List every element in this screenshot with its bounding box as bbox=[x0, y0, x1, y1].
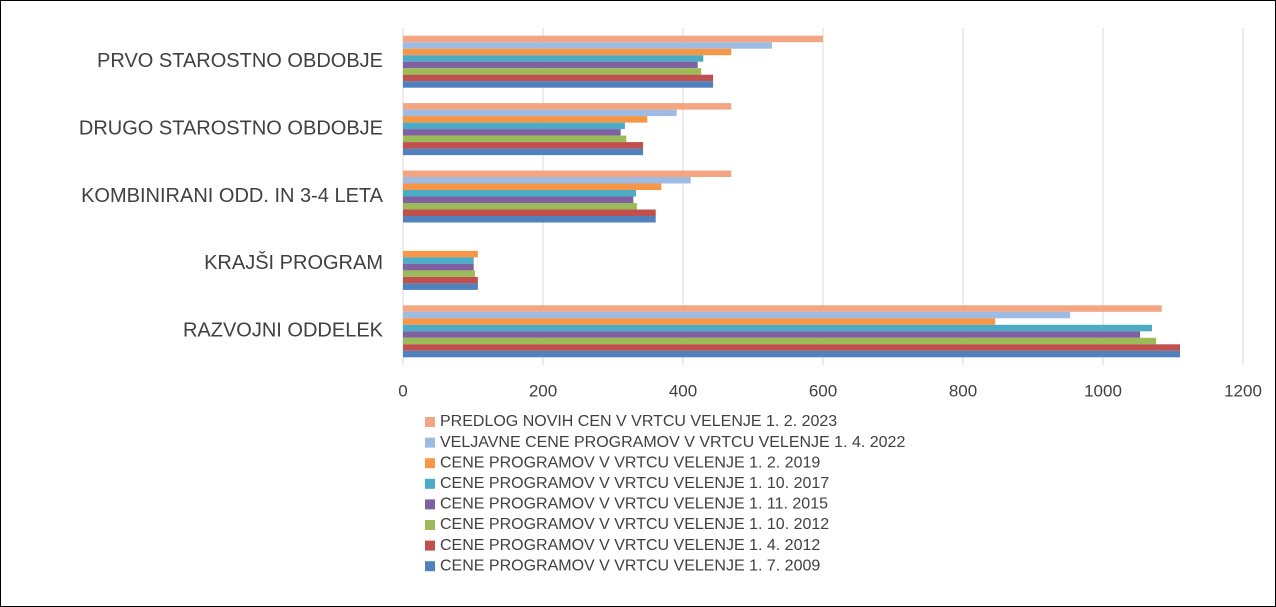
bar bbox=[403, 344, 1180, 351]
y-tick-label: RAZVOJNI ODDELEK bbox=[183, 320, 384, 342]
bar bbox=[403, 270, 476, 277]
x-tick-label: 0 bbox=[398, 381, 407, 400]
x-tick-label: 800 bbox=[949, 381, 977, 400]
legend-label: PREDLOG NOVIH CEN V VRTCU VELENJE 1. 2. … bbox=[440, 413, 837, 430]
bar bbox=[403, 216, 656, 223]
legend-swatch bbox=[425, 437, 435, 448]
bar bbox=[403, 103, 732, 110]
bar bbox=[403, 48, 732, 56]
x-tick-label: 400 bbox=[669, 381, 697, 400]
bar bbox=[403, 318, 996, 325]
bar bbox=[403, 81, 714, 88]
bar bbox=[403, 74, 714, 82]
bar bbox=[403, 142, 644, 149]
x-tick-label: 600 bbox=[809, 381, 837, 400]
bar bbox=[403, 55, 704, 62]
bar bbox=[403, 109, 677, 117]
legend-swatch bbox=[425, 520, 435, 530]
bar bbox=[403, 350, 1180, 358]
bar bbox=[403, 311, 1071, 319]
bar bbox=[403, 209, 656, 216]
x-tick-label: 1200 bbox=[1224, 381, 1262, 400]
bar bbox=[403, 42, 772, 49]
legend-swatch bbox=[425, 561, 435, 572]
bar bbox=[403, 250, 478, 258]
bar bbox=[403, 283, 478, 290]
bar bbox=[403, 331, 1141, 338]
bar bbox=[403, 129, 621, 136]
x-tick-label: 200 bbox=[529, 381, 557, 400]
y-tick-label: KRAJŠI PROGRAM bbox=[204, 251, 383, 274]
legend-swatch bbox=[425, 499, 435, 510]
y-tick-label: PRVO STAROSTNO OBDOBJE bbox=[97, 50, 383, 72]
bar bbox=[403, 190, 637, 197]
bar bbox=[403, 305, 1162, 312]
legend-label: CENE PROGRAMOV V VRTCU VELENJE 1. 7. 200… bbox=[440, 557, 820, 574]
legend-label: CENE PROGRAMOV V VRTCU VELENJE 1. 10. 20… bbox=[440, 475, 829, 492]
legend-swatch bbox=[425, 478, 435, 489]
bar bbox=[403, 183, 662, 190]
bar bbox=[403, 35, 823, 43]
bar bbox=[403, 170, 732, 177]
legend-swatch bbox=[425, 540, 435, 551]
bar bbox=[403, 68, 702, 75]
bar bbox=[403, 203, 637, 210]
legend-label: CENE PROGRAMOV V VRTCU VELENJE 1. 2. 201… bbox=[440, 454, 820, 471]
bar bbox=[403, 276, 478, 284]
legend-label: CENE PROGRAMOV V VRTCU VELENJE 1. 4. 201… bbox=[440, 537, 820, 554]
bar bbox=[403, 116, 648, 123]
bar bbox=[403, 177, 691, 184]
bar bbox=[403, 337, 1157, 345]
bar bbox=[403, 122, 625, 130]
bar bbox=[403, 257, 474, 264]
bar bbox=[403, 148, 644, 156]
legend-label: VELJAVNE CENE PROGRAMOV V VRTCU VELENJE … bbox=[440, 434, 905, 451]
legend-label: CENE PROGRAMOV V VRTCU VELENJE 1. 10. 20… bbox=[440, 516, 829, 533]
bar bbox=[403, 324, 1152, 332]
bar bbox=[403, 263, 474, 271]
bar bbox=[403, 135, 627, 143]
legend-label: CENE PROGRAMOV V VRTCU VELENJE 1. 11. 20… bbox=[440, 496, 828, 513]
x-tick-label: 1000 bbox=[1084, 381, 1122, 400]
legend-swatch bbox=[425, 458, 435, 469]
y-tick-label: DRUGO STAROSTNO OBDOBJE bbox=[79, 117, 383, 139]
y-tick-label: KOMBINIRANI ODD. IN 3-4 LETA bbox=[81, 185, 384, 207]
bar bbox=[403, 61, 698, 69]
bar bbox=[403, 196, 634, 203]
legend-swatch bbox=[425, 417, 435, 427]
